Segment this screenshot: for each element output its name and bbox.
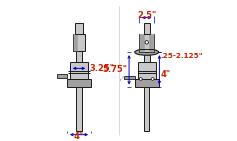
- Text: 3.25": 3.25": [90, 64, 115, 73]
- Bar: [57, 74, 67, 78]
- Text: 4": 4": [74, 132, 84, 141]
- Text: .25-2.125": .25-2.125": [160, 53, 203, 59]
- Bar: [144, 82, 149, 131]
- Circle shape: [151, 78, 154, 80]
- Bar: [67, 79, 91, 87]
- Bar: [139, 34, 155, 52]
- Text: 5.75": 5.75": [102, 65, 127, 74]
- Bar: [135, 79, 159, 87]
- Circle shape: [145, 41, 148, 44]
- Bar: [144, 23, 150, 34]
- Bar: [74, 34, 78, 51]
- Bar: [149, 34, 154, 52]
- Bar: [144, 52, 150, 62]
- Bar: [137, 62, 156, 82]
- Circle shape: [139, 78, 142, 80]
- Ellipse shape: [135, 49, 159, 55]
- Bar: [77, 82, 82, 131]
- Text: 4": 4": [160, 70, 171, 79]
- Bar: [76, 51, 82, 62]
- Bar: [124, 76, 135, 79]
- Bar: [140, 34, 145, 52]
- Text: 2.5": 2.5": [137, 11, 156, 20]
- Bar: [70, 62, 88, 82]
- Bar: [73, 34, 85, 51]
- Bar: [75, 23, 83, 34]
